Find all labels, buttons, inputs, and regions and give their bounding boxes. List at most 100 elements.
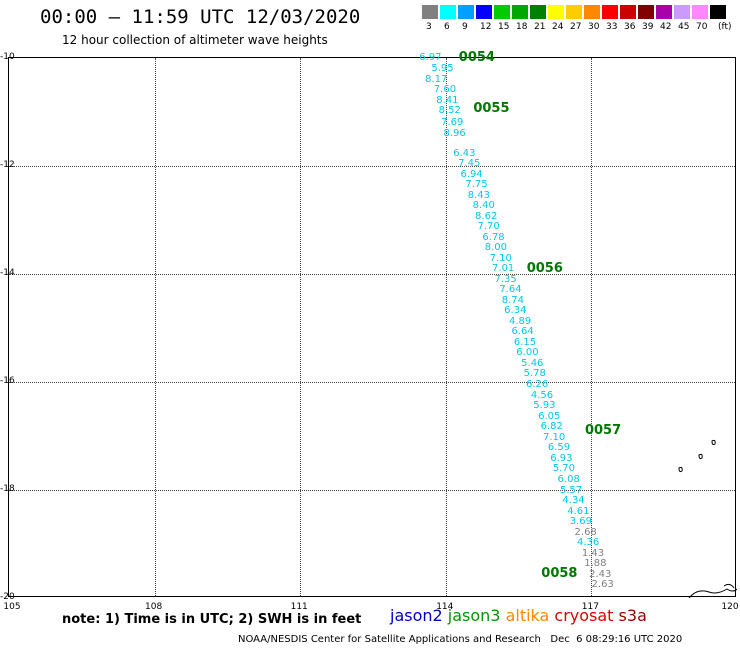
scale-swatch <box>458 5 474 19</box>
wave-height-value: 7.10 <box>489 252 512 264</box>
scale-label: 12 <box>480 22 492 32</box>
wave-height-value: 6.15 <box>513 337 537 349</box>
lon-tick-label: 117 <box>581 602 599 612</box>
wave-height-value: 8.52 <box>438 104 461 116</box>
wave-height-value: 6.93 <box>550 452 573 464</box>
wave-height-value: 7.35 <box>494 273 517 285</box>
credit-line: NOAA/NESDIS Center for Satellite Applica… <box>238 634 683 645</box>
scale-label: 36 <box>624 22 636 32</box>
units-note: note: 1) Time is in UTC; 2) SWH is in fe… <box>62 612 362 627</box>
satellite-name: jason3 <box>447 606 506 625</box>
lat-tick-label: -20 <box>0 592 15 602</box>
lon-tick-label: 120 <box>721 602 739 612</box>
wave-height-value: 5.57 <box>559 484 583 496</box>
map-panel[interactable]: 6.97 5.95 8.17 7.60 8.41 8.52 7.69 8.96 6.43 7.45… <box>8 50 737 598</box>
grid-line-lat <box>9 382 735 383</box>
wave-height-value: 5.46 <box>521 358 544 370</box>
wave-height-value: 7.45 <box>458 158 481 170</box>
wave-height-value: 5.95 <box>431 62 454 74</box>
grid-line-lat <box>9 166 735 167</box>
scale-swatch <box>548 5 564 19</box>
grid-line-lon <box>445 58 447 596</box>
scale-swatch <box>674 5 690 19</box>
scale-label: 39 <box>642 22 654 32</box>
wave-height-value: 7.60 <box>433 84 457 96</box>
scale-label: 33 <box>606 22 618 32</box>
scale-swatch <box>656 5 672 19</box>
wave-height-value: 8.62 <box>475 210 498 222</box>
grid-line-lon <box>591 58 593 596</box>
pass-label: 0056 <box>526 260 563 276</box>
wave-height-value: 6.97 <box>419 52 442 63</box>
scale-swatch <box>602 5 618 19</box>
satellite-name: jason2 <box>390 606 448 625</box>
wave-height-value: 6.82 <box>540 421 563 433</box>
wave-height-value: 7.70 <box>477 221 500 233</box>
wave-height-value: 8.00 <box>484 242 508 254</box>
wave-height-value: 5.93 <box>533 400 556 412</box>
scale-label: 70 <box>696 22 708 32</box>
scale-label: 9 <box>462 22 468 32</box>
wave-height-value: 6.00 <box>516 347 539 359</box>
scale-swatch <box>530 5 546 19</box>
wave-height-value: 8.40 <box>472 199 495 211</box>
scale-label: 18 <box>516 22 528 32</box>
scale-unit: (ft) <box>718 22 732 32</box>
wave-height-value: 2.68 <box>574 526 597 538</box>
wave-height-value: 7.64 <box>499 284 522 296</box>
wave-height-value: 4.61 <box>567 505 590 517</box>
wave-height-value: 5.70 <box>552 463 575 475</box>
wave-height-value: 6.05 <box>538 410 561 422</box>
grid-line-lat <box>9 274 735 275</box>
pass-label: 0057 <box>584 422 622 438</box>
wave-height-value: 6.26 <box>526 379 549 391</box>
satellite-name: cryosat <box>554 606 619 625</box>
wave-height-value: 6.08 <box>557 473 580 485</box>
grid-line-lon <box>300 58 302 596</box>
wave-height-value: 4.36 <box>576 536 600 548</box>
scale-swatch <box>620 5 636 19</box>
scale-swatch <box>476 5 492 19</box>
wave-height-value: 8.96 <box>443 127 466 139</box>
pass-label: 0054 <box>458 50 495 65</box>
lon-tick-label: 114 <box>436 602 454 612</box>
scale-label: 6 <box>444 22 450 32</box>
wave-height-value: 1.43 <box>581 547 605 559</box>
pass-label: 0058 <box>541 565 578 581</box>
wave-height-value: 6.43 <box>453 148 476 160</box>
scale-swatch <box>710 5 726 19</box>
scale-swatch <box>566 5 582 19</box>
wave-height-value: 1.88 <box>584 557 607 569</box>
scale-swatch <box>512 5 528 19</box>
wave-height-value: 8.17 <box>425 73 448 85</box>
scale-label: 15 <box>498 22 510 32</box>
lat-tick-label: -18 <box>0 484 15 494</box>
coastline-islands <box>678 439 737 598</box>
lat-tick-label: -14 <box>0 268 15 278</box>
lon-tick-label: 105 <box>3 602 21 612</box>
scale-label: 27 <box>570 22 582 32</box>
wave-height-value: 3.69 <box>569 515 592 527</box>
wave-height-value: 8.43 <box>467 189 491 201</box>
page-title: 00:00 – 11:59 UTC 12/03/2020 <box>40 6 361 28</box>
scale-label: 45 <box>678 22 690 32</box>
scale-swatch <box>584 5 600 19</box>
wave-height-value: 5.78 <box>523 368 546 380</box>
scale-swatch <box>638 5 654 19</box>
scale-label: 3 <box>426 22 432 32</box>
page-subtitle: 12 hour collection of altimeter wave hei… <box>62 33 328 47</box>
wave-height-value: 6.78 <box>482 231 505 243</box>
scale-label: 30 <box>588 22 600 32</box>
wave-height-value: 7.69 <box>441 116 464 128</box>
wave-height-value: 2.63 <box>591 579 614 591</box>
grid-line-lat <box>9 490 735 491</box>
wave-height-value: 6.34 <box>504 305 527 317</box>
wave-height-value: 7.75 <box>465 178 488 190</box>
scale-swatch <box>692 5 708 19</box>
grid-line-lon <box>154 58 156 596</box>
satellite-name: altika <box>505 606 555 625</box>
wave-height-value: 6.64 <box>511 326 534 338</box>
satellite-legend: jason2 jason3 altika cryosat s3a <box>390 606 647 625</box>
scale-label: 21 <box>534 22 546 32</box>
scale-swatch <box>440 5 456 19</box>
